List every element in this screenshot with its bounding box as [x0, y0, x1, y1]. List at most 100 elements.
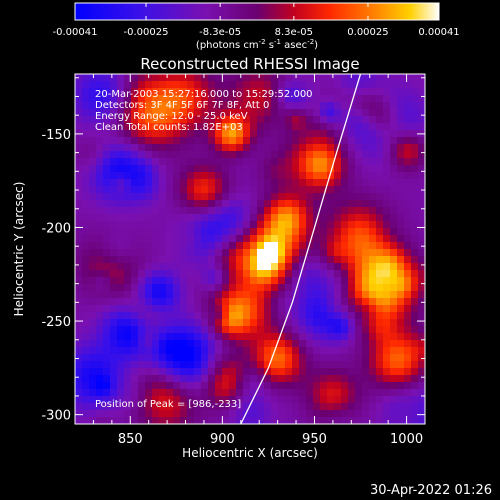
heatmap-cell	[201, 312, 209, 320]
heatmap-cell	[166, 410, 174, 418]
heatmap-cell	[166, 256, 174, 264]
heatmap-cell	[180, 340, 188, 348]
heatmap-cell	[180, 382, 188, 390]
heatmap-cell	[369, 333, 377, 341]
heatmap-cell	[117, 165, 125, 173]
heatmap-cell	[397, 74, 405, 82]
heatmap-cell	[257, 116, 265, 124]
heatmap-cell	[362, 249, 370, 257]
heatmap-cell	[264, 417, 272, 424]
heatmap-cell	[180, 207, 188, 215]
heatmap-cell	[131, 200, 139, 208]
heatmap-cell	[327, 158, 335, 166]
heatmap-cell	[411, 270, 419, 278]
heatmap-cell	[138, 333, 146, 341]
heatmap-cell	[418, 333, 425, 341]
heatmap-cell	[166, 291, 174, 299]
heatmap-cell	[271, 81, 279, 89]
heatmap-cell	[306, 361, 314, 369]
heatmap-cell	[264, 228, 272, 236]
heatmap-cell	[117, 81, 125, 89]
heatmap-cell	[194, 389, 202, 397]
heatmap-cell	[348, 375, 356, 383]
heatmap-cell	[110, 249, 118, 257]
heatmap-cell	[173, 130, 181, 138]
heatmap-cell	[362, 396, 370, 404]
heatmap-cell	[390, 249, 398, 257]
heatmap-cell	[138, 263, 146, 271]
heatmap-cell	[285, 305, 293, 313]
heatmap-cell	[145, 326, 153, 334]
heatmap-cell	[271, 403, 279, 411]
heatmap-cell	[264, 151, 272, 159]
heatmap-cell	[138, 116, 146, 124]
heatmap-cell	[271, 172, 279, 180]
heatmap-cell	[173, 151, 181, 159]
heatmap-cell	[306, 410, 314, 418]
heatmap-cell	[299, 389, 307, 397]
heatmap-cell	[355, 263, 363, 271]
heatmap-cell	[313, 235, 321, 243]
heatmap-cell	[341, 277, 349, 285]
heatmap-cell	[117, 130, 125, 138]
heatmap-cell	[222, 130, 230, 138]
heatmap-cell	[229, 347, 237, 355]
heatmap-cell	[194, 242, 202, 250]
heatmap-cell	[166, 417, 174, 424]
heatmap-cell	[411, 165, 419, 173]
heatmap-cell	[103, 207, 111, 215]
heatmap-cell	[173, 319, 181, 327]
heatmap-cell	[418, 256, 425, 264]
heatmap-cell	[229, 130, 237, 138]
heatmap-cell	[418, 228, 425, 236]
heatmap-cell	[152, 375, 160, 383]
heatmap-cell	[257, 102, 265, 110]
heatmap-cell	[131, 347, 139, 355]
heatmap-cell	[131, 403, 139, 411]
heatmap-cell	[82, 305, 90, 313]
heatmap-cell	[404, 207, 412, 215]
heatmap-cell	[383, 375, 391, 383]
heatmap-cell	[390, 207, 398, 215]
heatmap-cell	[236, 403, 244, 411]
heatmap-cell	[82, 417, 90, 424]
heatmap-cell	[278, 109, 286, 117]
heatmap-cell	[138, 340, 146, 348]
heatmap-cell	[75, 312, 83, 320]
heatmap-cell	[201, 200, 209, 208]
heatmap-cell	[369, 81, 377, 89]
heatmap-cell	[257, 361, 265, 369]
heatmap-cell	[159, 137, 167, 145]
heatmap-cell	[96, 389, 104, 397]
heatmap-cell	[250, 165, 258, 173]
heatmap-cell	[313, 256, 321, 264]
heatmap-cell	[103, 165, 111, 173]
heatmap-cell	[89, 291, 97, 299]
heatmap-cell	[82, 249, 90, 257]
heatmap-cell	[285, 270, 293, 278]
heatmap-cell	[250, 396, 258, 404]
heatmap-cell	[243, 410, 251, 418]
heatmap-cell	[236, 410, 244, 418]
heatmap-cell	[75, 137, 83, 145]
heatmap-cell	[166, 186, 174, 194]
heatmap-cell	[313, 130, 321, 138]
heatmap-cell	[180, 214, 188, 222]
heatmap-cell	[369, 249, 377, 257]
heatmap-cell	[110, 179, 118, 187]
heatmap-cell	[215, 256, 223, 264]
heatmap-cell	[187, 305, 195, 313]
heatmap-cell	[96, 95, 104, 103]
heatmap-cell	[124, 109, 132, 117]
heatmap-cell	[285, 172, 293, 180]
heatmap-cell	[341, 102, 349, 110]
heatmap-cell	[236, 291, 244, 299]
heatmap-cell	[138, 291, 146, 299]
heatmap-cell	[383, 396, 391, 404]
heatmap-cell	[187, 333, 195, 341]
heatmap-cell	[145, 333, 153, 341]
heatmap-cell	[180, 130, 188, 138]
heatmap-cell	[362, 221, 370, 229]
heatmap-cell	[418, 312, 425, 320]
heatmap-cell	[327, 256, 335, 264]
